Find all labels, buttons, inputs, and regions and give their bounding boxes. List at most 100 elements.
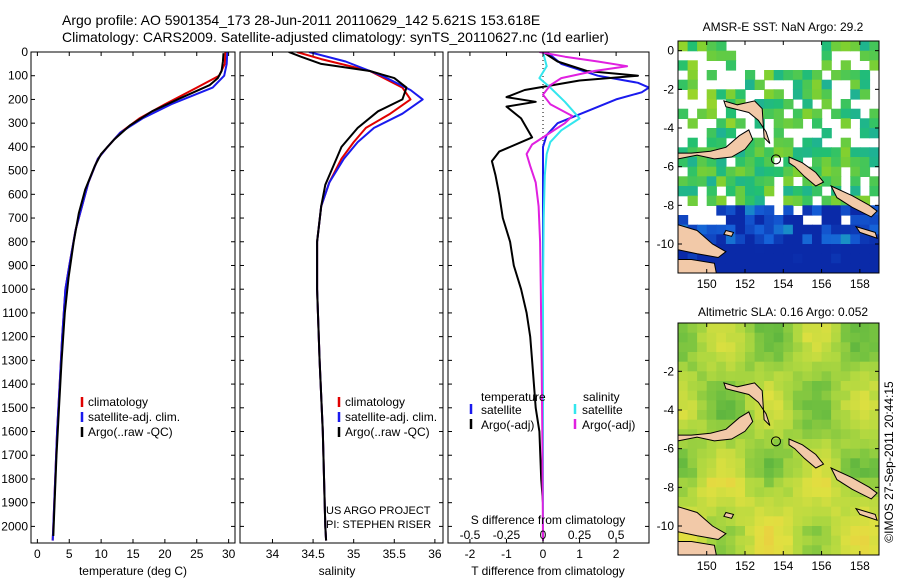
map-cell (773, 526, 784, 537)
map-cell (859, 89, 871, 100)
salinity-legend: climatology satellite-adj. clim. Argo(..… (337, 395, 437, 439)
map-cell (735, 545, 746, 555)
map-cell (783, 157, 794, 168)
map-cell (859, 419, 871, 430)
map-cell (831, 195, 842, 206)
map-cell (869, 108, 879, 119)
map-x-tick-label: 158 (850, 559, 870, 573)
map-cell (840, 390, 851, 401)
map-cell (812, 506, 823, 517)
map-cell (773, 448, 784, 459)
map-cell (840, 497, 851, 508)
map-cell (802, 410, 813, 421)
map-cell (725, 439, 737, 450)
map-cell (831, 323, 842, 334)
x-tick-label: 2 (613, 547, 620, 561)
map-cell (850, 439, 861, 450)
map-cell (773, 419, 784, 430)
map-cell (783, 468, 794, 479)
map-cell (764, 323, 775, 334)
map-cell (725, 458, 737, 469)
map-cell (678, 535, 689, 546)
map-cell (802, 506, 813, 517)
map-cell (745, 506, 756, 517)
map-cell (716, 371, 727, 382)
map-cell (773, 224, 784, 235)
map-cell (716, 410, 727, 421)
map-cell (706, 41, 717, 52)
argo-location-marker (770, 436, 781, 447)
y-tick-label: 1700 (1, 448, 28, 462)
map-cell (869, 506, 879, 517)
map-cell (687, 323, 698, 334)
map-cell (745, 545, 756, 555)
x-tick-label: 20 (158, 547, 172, 561)
map-cell (783, 545, 794, 555)
map-cell (725, 448, 737, 459)
map-cell (754, 157, 765, 168)
map-cell (687, 195, 698, 206)
map-cell (850, 429, 861, 440)
map-cell (821, 166, 832, 177)
map-cell (831, 410, 842, 421)
map-cell (706, 506, 717, 517)
map-cell (812, 381, 823, 392)
map-cell (869, 361, 879, 372)
map-cell (773, 361, 784, 372)
map-cell (783, 234, 794, 245)
map-cell (850, 371, 861, 382)
map-cell (802, 526, 813, 537)
map-cell (792, 390, 804, 401)
legend-label-climatology: climatology (88, 395, 148, 409)
map-cell (754, 186, 765, 197)
map-cell (792, 381, 804, 392)
x2-tick-label: 0.25 (568, 528, 592, 542)
map-cell (764, 448, 775, 459)
map-cell (687, 371, 698, 382)
map-cell (745, 224, 756, 235)
map-cell (792, 244, 804, 255)
header-line-1: Argo profile: AO 5901354_173 28-Jun-2011… (62, 12, 540, 28)
legend-label-argo: Argo(..raw -QC) (88, 425, 173, 439)
map-cell (735, 352, 746, 363)
x-tick-label: 35 (347, 547, 361, 561)
map-cell (802, 400, 813, 411)
map-cell (678, 361, 689, 372)
map-cell (725, 323, 737, 334)
map-cell (754, 137, 765, 148)
map-cell (697, 41, 708, 52)
map-cell (850, 89, 861, 100)
map-cell (783, 244, 794, 255)
map-cell (678, 60, 689, 71)
map-cell (821, 332, 832, 343)
map-cell (697, 419, 708, 430)
difference-axes-frame (447, 51, 650, 544)
x-tick-label: 5 (66, 547, 73, 561)
map-cell (745, 244, 756, 255)
difference-panel: -2 -1 0 1 2 -0.5 -0.25 0 0.25 0.5 S difference fr… (447, 51, 650, 578)
map-cell (792, 108, 804, 119)
map-cell (792, 371, 804, 382)
map-cell (831, 535, 842, 546)
map-cell (840, 253, 851, 264)
map-cell (840, 429, 851, 440)
x-tick-label: -2 (465, 547, 476, 561)
map-cell (745, 323, 756, 334)
map-cell (725, 50, 737, 61)
series-line-0 (296, 52, 412, 541)
map-cell (792, 400, 804, 411)
map-cell (754, 263, 765, 273)
map-cell (764, 410, 775, 421)
map-cell (802, 429, 813, 440)
map-cell (773, 332, 784, 343)
map-cell (764, 516, 775, 527)
map-cell (850, 506, 861, 517)
map-cell (859, 50, 871, 61)
map-cell (687, 70, 698, 81)
land-polygon (854, 507, 878, 521)
map-cell (754, 458, 765, 469)
map-cell (859, 128, 871, 139)
map-cell (802, 205, 813, 216)
land-polygon (830, 466, 878, 500)
map-cell (773, 352, 784, 363)
